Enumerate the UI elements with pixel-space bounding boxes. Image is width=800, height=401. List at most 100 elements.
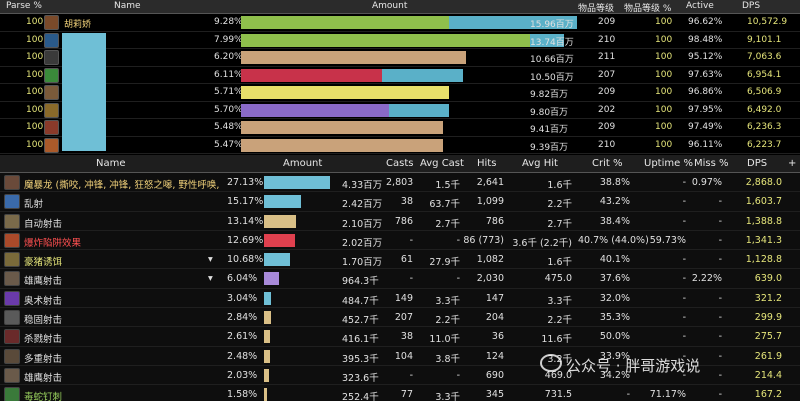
header-active[interactable]: Active [686,1,714,11]
ability-amount: 416.1千 [342,334,379,346]
ilvl-value: 209 [598,122,616,132]
uptime-value: - [682,177,686,188]
ability-icon [4,367,20,383]
header-ability-name[interactable]: Name [96,158,126,169]
header-amount[interactable]: Amount [372,1,408,11]
ilvl-percent: 100 [655,122,673,132]
ability-dps: 1,388.8 [745,215,782,227]
ability-name: 毒蛇钉刺 [24,392,63,401]
ability-name: 自动射击 [24,218,63,230]
ilvl-value: 209 [598,87,616,97]
amount-percent: 7.99% [214,34,243,45]
ability-icon [4,329,20,345]
ability-amount-bar [264,233,296,247]
header-name[interactable]: Name [114,1,141,11]
avg-hit-value: 2.7千 [547,218,572,230]
header-parse[interactable]: Parse % [6,1,42,11]
crit-value: 40.1% [599,254,630,266]
ability-icon [4,213,20,229]
active-value: 96.62% [688,17,723,27]
ilvl-value: 202 [598,104,616,115]
player-row[interactable]: 100 5.71% 9.82百万 209 100 96.86% 6,506.9 [0,84,800,102]
ability-row[interactable]: 稳固射击 2.84% 452.7千 207 2.2千 204 2.2千 35.3% - - 299.… [0,308,800,328]
amount-bar-secondary [449,16,577,29]
uptime-value: - [682,331,686,343]
ilvl-percent: 100 [655,104,673,115]
parse-value: 100 [26,87,44,97]
uptime-value: - [682,273,686,285]
amount-percent: 5.47% [214,139,243,150]
ilvl-value: 210 [598,139,616,150]
ability-amount: 4.33百万 [342,180,383,191]
ability-dps: 1,341.3 [745,234,782,246]
ability-row[interactable]: 魔暴龙 (撕咬, 冲锋, 冲锋, 狂怒之嗥, 野性呼唤, M 27.13% 4.33… [0,173,800,193]
crit-value: 43.2% [599,196,630,208]
player-row[interactable]: 100 6.20% 10.66百万 211 100 95.12% 7,063.6 [0,49,800,67]
uptime-value: - [682,196,686,208]
ability-percent: 12.69% [227,234,264,246]
active-value: 97.49% [688,122,723,132]
ability-percent: 6.04% [227,273,258,285]
expand-caret-icon[interactable]: ▾ [208,254,213,266]
ability-row[interactable]: 雄鹰射击 ▾ 6.04% 964.3千 - -2,030 475.0 37.6% -2.22% 6… [0,269,800,289]
casts-value: 61 [400,254,413,266]
ability-row[interactable]: 爆炸陷阱效果 12.69% 2.02百万 - -86 (773) 3.6千 (2.2千) 4… [0,231,800,251]
ability-row[interactable]: 多重射击 2.48% 395.3千 104 3.8千 124 3.2千 33.9% - -261.… [0,347,800,366]
avg-cast-value: - [456,234,460,246]
casts-value: - [409,369,413,381]
player-row[interactable]: 100 7.99% 13.74百万 210 100 98.48% 9,101.1 [0,32,800,49]
ability-amount-bar [264,272,279,286]
ability-dps: 1,128.8 [745,254,782,266]
ability-row[interactable]: 豪猪诱饵 ▾ 10.68% 1.70百万 61 27.9千 1,082 1.6千 40.1% - -… [0,250,800,270]
ability-row[interactable]: 乱射 15.17% 2.42百万 38 63.7千 1,099 2.2千 43.2% - - 1,6… [0,192,800,212]
miss-value: - [718,389,722,401]
header-ilvl-pct[interactable]: 物品等级 % [624,4,672,14]
class-spec-icon [44,15,59,30]
ability-row[interactable]: 毒蛇钉刺 1.58% 252.4千 77 3.3千 345 731.5 - 71.17% - 167… [0,385,800,401]
dps-value: 6,492.0 [747,104,782,115]
header-dps[interactable]: DPS [742,1,761,11]
header-casts[interactable]: Casts [386,158,414,169]
player-row[interactable]: 100 5.48% 9.41百万 209 100 97.49% 6,236.3 [0,119,800,137]
ability-icon [4,271,20,287]
uptime-value: - [682,292,686,304]
amount-value: 15.96百万 [530,20,574,30]
hits-value: 147 [485,292,504,304]
parse-value: 100 [26,104,44,115]
header-uptime[interactable]: Uptime % [644,158,693,169]
player-row[interactable]: 100 5.70% 9.80百万 202 100 97.95% 6,492.0 [0,102,800,119]
class-spec-icon [44,102,59,118]
header-crit[interactable]: Crit % [592,158,623,169]
ability-row[interactable]: 奥术射击 3.04% 484.7千 149 3.3千 147 3.3千 32.0% - - 321.… [0,289,800,309]
class-spec-icon [44,32,59,48]
ability-amount-bar [264,330,270,344]
casts-value: 104 [394,350,413,362]
avg-cast-value: - [456,273,460,285]
casts-value: 149 [394,292,413,304]
ability-row[interactable]: 杀戮射击 2.61% 416.1千 38 11.0千 36 11.6千 50.0% - - 275.… [0,327,800,347]
active-value: 96.11% [688,139,723,150]
header-hits[interactable]: Hits [477,158,497,169]
header-avg-hit[interactable]: Avg Hit [522,158,558,169]
header-ability-amount[interactable]: Amount [283,158,323,169]
add-column-button[interactable]: + [788,158,797,169]
ability-icon [4,232,20,248]
header-miss[interactable]: Miss % [694,158,729,169]
amount-percent: 5.71% [214,87,243,97]
ability-row[interactable]: 自动射击 13.14% 2.10百万 786 2.7千 786 2.7千 38.4% - - 1,3… [0,212,800,231]
expand-caret-icon[interactable]: ▾ [208,273,213,285]
ability-dps: 321.2 [754,292,782,304]
header-ilvl[interactable]: 物品等级 [578,4,615,14]
header-avg-cast[interactable]: Avg Cast [420,158,464,169]
player-row[interactable]: 100 5.47% 9.39百万 210 100 96.11% 6,223.7 [0,137,800,154]
ability-amount: 395.3千 [342,353,379,365]
miss-value: - [718,369,722,381]
player-row[interactable]: 100 胡莉娇 9.28% 15.96百万 209 100 96.62% 10,572.9 [0,14,800,32]
ability-amount: 323.6千 [342,372,379,384]
ability-row[interactable]: 雄鹰射击 2.03% 323.6千 - - 690 469.0 34.2% - - 214.4 [0,366,800,386]
hits-value: 2,030 [476,273,504,285]
header-ability-dps[interactable]: DPS [747,158,768,169]
casts-value: - [409,234,413,246]
crit-value: 38.8% [599,177,630,188]
player-row[interactable]: 100 6.11% 10.50百万 207 100 97.63% 6,954.1 [0,67,800,84]
